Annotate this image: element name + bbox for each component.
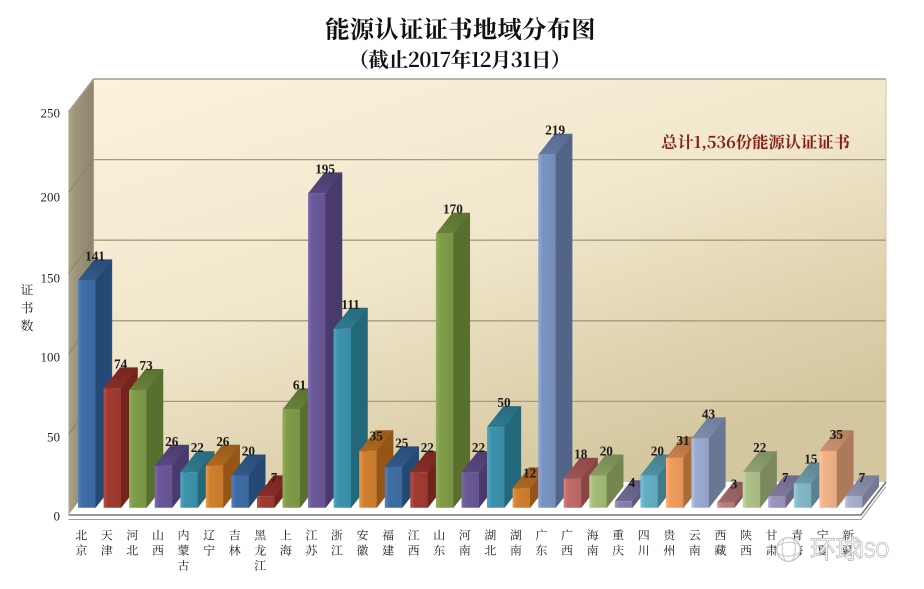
svg-text:170: 170 (443, 202, 463, 217)
svg-text:195: 195 (315, 161, 335, 176)
svg-text:22: 22 (472, 440, 486, 455)
svg-text:73: 73 (140, 358, 154, 373)
svg-text:111: 111 (341, 297, 359, 312)
svg-text:74: 74 (114, 356, 128, 371)
svg-text:35: 35 (370, 428, 384, 443)
svg-text:7: 7 (782, 470, 789, 485)
svg-text:150: 150 (41, 271, 61, 286)
svg-text:43: 43 (702, 406, 716, 421)
svg-text:22: 22 (753, 440, 767, 455)
svg-text:25: 25 (395, 435, 409, 450)
svg-text:61: 61 (293, 377, 306, 392)
svg-text:31: 31 (676, 433, 689, 448)
svg-text:3: 3 (731, 476, 738, 491)
svg-text:26: 26 (216, 434, 230, 449)
svg-text:26: 26 (165, 434, 179, 449)
svg-text:219: 219 (545, 123, 565, 138)
svg-text:12: 12 (523, 465, 537, 480)
svg-text:20: 20 (600, 444, 614, 459)
svg-text:ISO: ISO (859, 539, 889, 564)
svg-text:22: 22 (421, 440, 435, 455)
svg-text:4: 4 (629, 475, 636, 490)
svg-text:35: 35 (830, 427, 844, 442)
svg-text:100: 100 (41, 350, 61, 365)
svg-text:250: 250 (41, 106, 61, 121)
svg-text:7: 7 (859, 470, 866, 485)
svg-text:18: 18 (574, 447, 588, 462)
svg-text:50: 50 (497, 395, 511, 410)
svg-text:22: 22 (191, 440, 205, 455)
svg-text:20: 20 (651, 444, 665, 459)
svg-text:0: 0 (54, 509, 61, 524)
svg-text:15: 15 (804, 452, 818, 467)
svg-text:200: 200 (41, 190, 61, 205)
svg-text:20: 20 (242, 444, 256, 459)
svg-text:141: 141 (85, 248, 105, 263)
svg-text:7: 7 (271, 470, 278, 485)
svg-text:50: 50 (47, 430, 60, 445)
